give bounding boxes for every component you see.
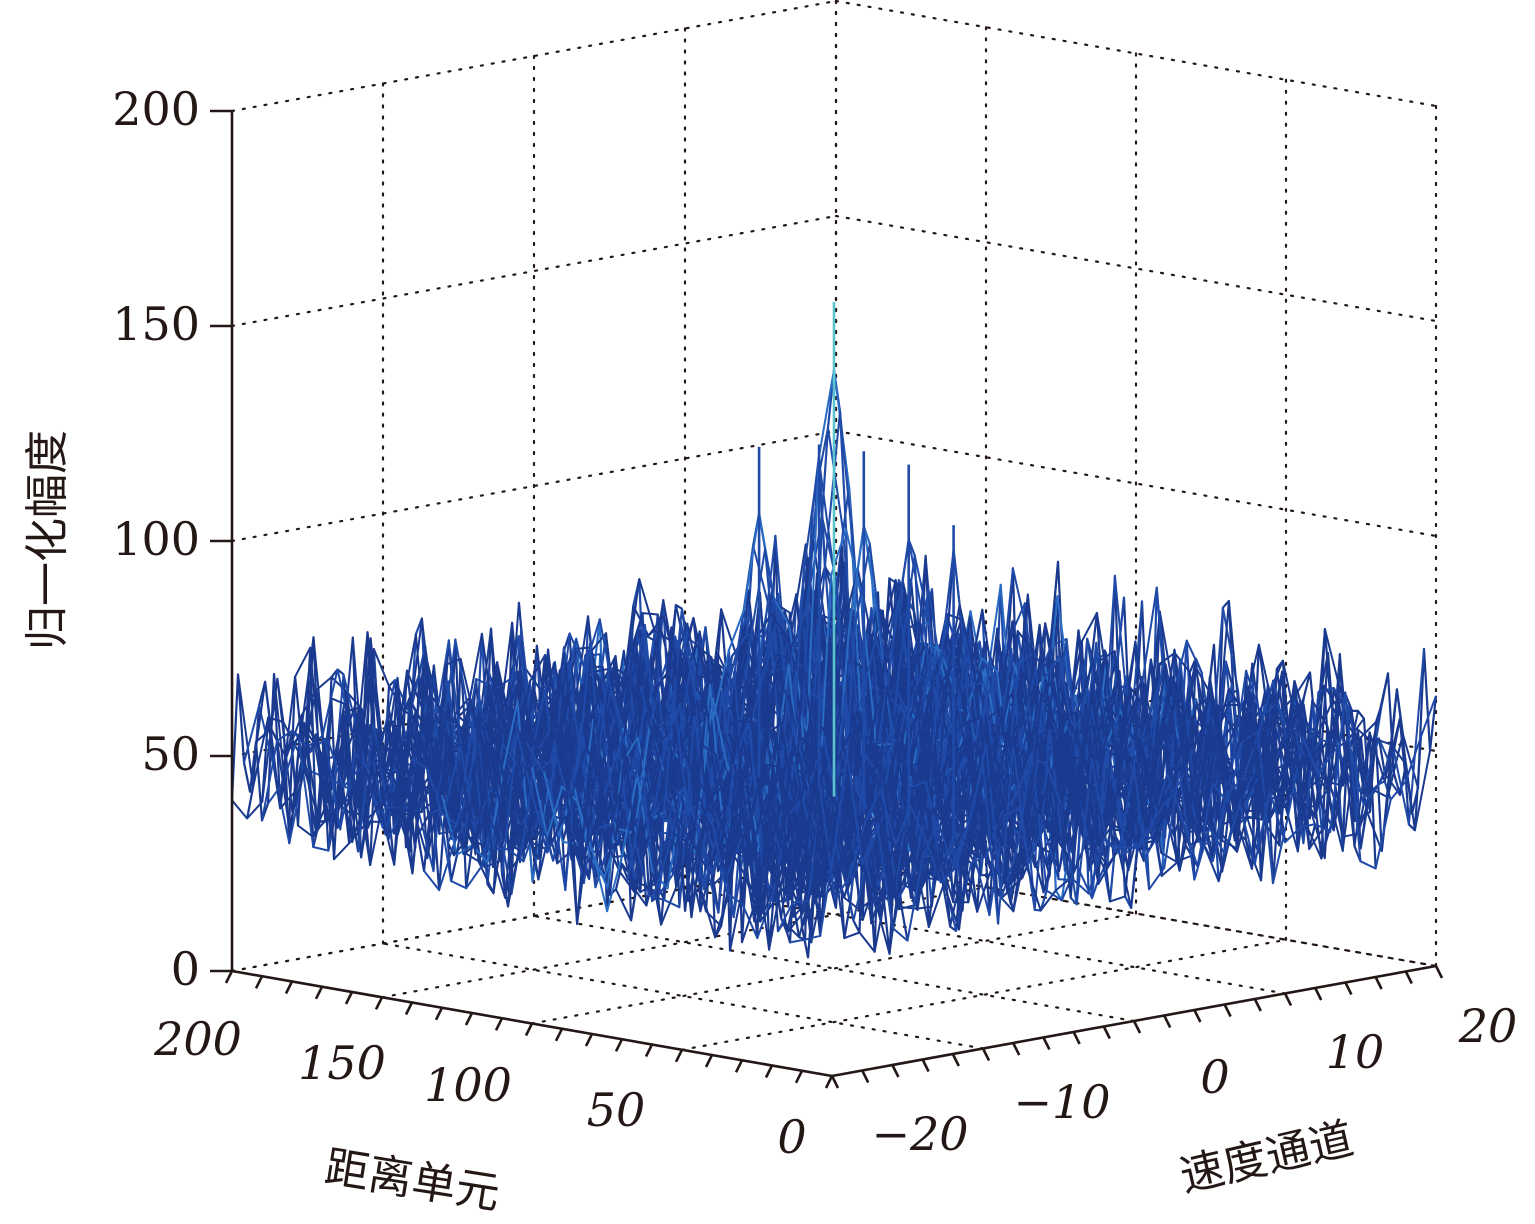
y-tick-mark bbox=[1253, 998, 1262, 1012]
z-tick-label: 150 bbox=[112, 297, 200, 351]
y-tick-mark bbox=[1344, 981, 1353, 996]
y-tick-mark bbox=[1374, 976, 1383, 990]
grid-line bbox=[834, 214, 1438, 323]
x-tick-label: 50 bbox=[587, 1083, 646, 1137]
surface-line-range bbox=[807, 688, 1413, 958]
z-tick-label: 200 bbox=[112, 82, 200, 136]
axes-layer bbox=[210, 109, 1444, 1089]
y-tick-mark bbox=[861, 1069, 870, 1084]
x-tick-mark bbox=[674, 1049, 684, 1063]
grid-line bbox=[834, 429, 1438, 538]
surface-line-range bbox=[681, 649, 1287, 907]
x-tick-mark bbox=[704, 1054, 714, 1068]
y-tick-label: 10 bbox=[1326, 1025, 1385, 1079]
y-tick-mark bbox=[1223, 1003, 1232, 1018]
x-tick-label: 100 bbox=[424, 1058, 512, 1112]
y-tick-label: 20 bbox=[1458, 999, 1518, 1053]
grid-line bbox=[680, 938, 1288, 1051]
x-tick-mark bbox=[614, 1038, 624, 1052]
surface-line-range bbox=[237, 546, 843, 811]
y-axis-label: 速度通道 bbox=[1175, 1113, 1358, 1202]
grid-line bbox=[683, 887, 1287, 995]
x-tick-mark bbox=[344, 991, 354, 1005]
y-tick-mark bbox=[1193, 1009, 1202, 1023]
y-tick-mark bbox=[1314, 987, 1323, 1001]
surface-line-range bbox=[537, 410, 1143, 864]
y-tick-mark bbox=[1072, 1031, 1081, 1045]
x-axis-line bbox=[231, 969, 833, 1078]
x-tick-mark bbox=[584, 1033, 594, 1047]
z-tick-label: 0 bbox=[171, 942, 200, 996]
grid-line bbox=[380, 886, 988, 999]
y-tick-mark bbox=[951, 1053, 960, 1067]
y-tick-mark bbox=[1404, 970, 1413, 985]
surface-line-range bbox=[819, 648, 1425, 906]
y-tick-mark bbox=[891, 1064, 900, 1078]
y-axis-ticks: −20 −10 0 10 20 bbox=[871, 999, 1517, 1161]
grid-line bbox=[834, 0, 1438, 108]
x-axis-ticks: 200 150 100 50 0 bbox=[153, 1012, 807, 1164]
y-tick-label: 0 bbox=[1200, 1050, 1229, 1104]
x-tick-mark bbox=[524, 1022, 534, 1037]
surface-line-range bbox=[771, 666, 1377, 934]
x-tick-mark bbox=[494, 1017, 504, 1031]
x-tick-mark bbox=[284, 980, 294, 995]
surface-line-range bbox=[795, 675, 1401, 913]
grid-line bbox=[230, 214, 838, 328]
y-tick-mark bbox=[1102, 1025, 1111, 1040]
x-tick-mark bbox=[734, 1059, 744, 1073]
x-axis-label: 距离单元 bbox=[321, 1142, 503, 1220]
surface-line-range bbox=[297, 593, 903, 838]
x-tick-label: 150 bbox=[298, 1036, 386, 1090]
grid-line bbox=[230, 859, 838, 973]
surface-mesh bbox=[230, 302, 1438, 959]
x-tick-mark bbox=[434, 1007, 444, 1021]
surface-line-range bbox=[705, 633, 1311, 927]
surface-line-range bbox=[831, 691, 1437, 942]
x-tick-label: 200 bbox=[153, 1012, 242, 1066]
z-tick-label: 100 bbox=[112, 512, 200, 566]
surface-line-range bbox=[519, 515, 1125, 891]
y-tick-mark bbox=[1283, 992, 1293, 1007]
surface-line-range bbox=[825, 698, 1431, 925]
grid-line bbox=[532, 914, 1136, 1023]
y-tick-mark bbox=[1042, 1036, 1051, 1051]
y-tick-mark bbox=[1163, 1014, 1172, 1029]
y-tick-label: −20 bbox=[871, 1107, 968, 1161]
z-axis-label: 归一化幅度 bbox=[22, 430, 73, 650]
z-axis-ticks: 0 50 100 150 200 bbox=[112, 82, 200, 996]
y-tick-mark bbox=[1434, 965, 1444, 979]
x-tick-mark bbox=[374, 996, 384, 1010]
x-tick-mark bbox=[254, 975, 264, 989]
y-tick-mark bbox=[981, 1047, 991, 1062]
x-tick-label: 0 bbox=[777, 1110, 806, 1164]
x-tick-mark bbox=[554, 1028, 564, 1042]
x-tick-mark bbox=[464, 1012, 474, 1026]
y-tick-mark bbox=[1012, 1042, 1021, 1056]
y-tick-mark bbox=[1132, 1020, 1142, 1034]
y-tick-label: −10 bbox=[1013, 1075, 1110, 1129]
x-tick-mark bbox=[824, 1075, 834, 1089]
x-tick-mark bbox=[404, 1001, 414, 1016]
x-tick-mark bbox=[764, 1064, 774, 1079]
z-tick-label: 50 bbox=[141, 727, 200, 781]
grid-line bbox=[381, 942, 985, 1050]
x-tick-mark bbox=[224, 970, 234, 984]
x-tick-mark bbox=[794, 1070, 804, 1084]
surface-line-range bbox=[789, 679, 1395, 944]
surface-line-range bbox=[543, 528, 1149, 879]
y-tick-mark bbox=[921, 1058, 930, 1073]
x-tick-mark bbox=[314, 986, 324, 1000]
x-tick-mark bbox=[644, 1043, 654, 1058]
surface-line-range bbox=[687, 667, 1293, 915]
grid-line bbox=[530, 912, 1138, 1025]
y-tick-mark bbox=[830, 1075, 840, 1089]
